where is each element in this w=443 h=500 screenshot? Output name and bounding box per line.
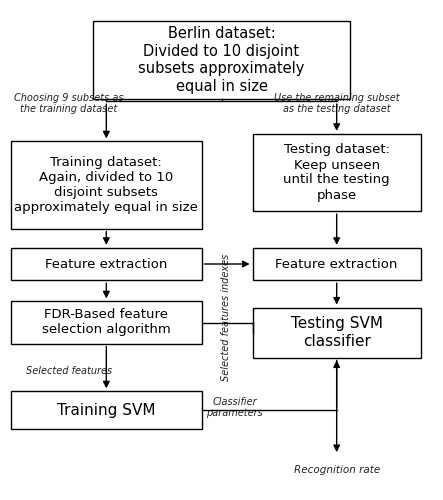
- Text: Testing SVM
classifier: Testing SVM classifier: [291, 316, 383, 348]
- Text: Recognition rate: Recognition rate: [294, 465, 380, 475]
- Bar: [11, 141, 202, 229]
- Bar: [253, 134, 421, 211]
- Text: Selected features: Selected features: [26, 366, 112, 376]
- Text: Training SVM: Training SVM: [57, 402, 155, 417]
- Bar: [11, 391, 202, 428]
- Text: Classifier
parameters: Classifier parameters: [206, 396, 263, 418]
- Text: Feature extraction: Feature extraction: [45, 258, 167, 270]
- Bar: [93, 21, 350, 99]
- Text: Use the remaining subset
as the testing dataset: Use the remaining subset as the testing …: [274, 92, 400, 114]
- Bar: [11, 248, 202, 280]
- Bar: [253, 248, 421, 280]
- Text: Feature extraction: Feature extraction: [276, 258, 398, 270]
- Text: Choosing 9 subsets as
the training dataset: Choosing 9 subsets as the training datas…: [14, 92, 124, 114]
- Bar: [11, 301, 202, 344]
- Text: Berlin dataset:
Divided to 10 disjoint
subsets approximately
equal in size: Berlin dataset: Divided to 10 disjoint s…: [138, 26, 305, 94]
- Bar: [253, 308, 421, 358]
- Text: Training dataset:
Again, divided to 10
disjoint subsets
approximately equal in s: Training dataset: Again, divided to 10 d…: [14, 156, 198, 214]
- Text: FDR-Based feature
selection algorithm: FDR-Based feature selection algorithm: [42, 308, 171, 336]
- Text: Testing dataset:
Keep unseen
until the testing
phase: Testing dataset: Keep unseen until the t…: [284, 144, 390, 202]
- Text: Selected features indexes: Selected features indexes: [221, 254, 231, 381]
